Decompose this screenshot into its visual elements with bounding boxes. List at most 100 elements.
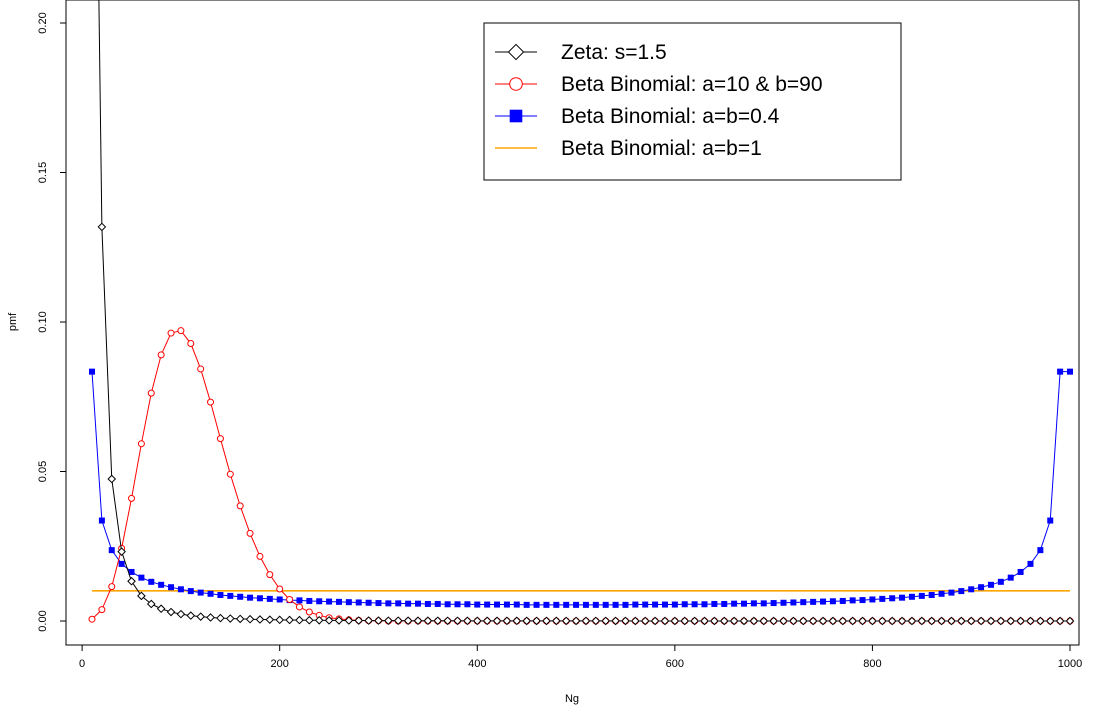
data-point bbox=[573, 601, 580, 608]
data-point bbox=[563, 601, 570, 608]
data-point bbox=[147, 389, 155, 397]
data-point bbox=[1027, 560, 1034, 567]
data-point bbox=[97, 222, 107, 232]
data-point bbox=[295, 615, 304, 625]
y-tick-label: 0.00 bbox=[37, 610, 49, 631]
data-point bbox=[245, 614, 255, 624]
data-point bbox=[1017, 568, 1024, 575]
data-point bbox=[335, 598, 342, 605]
data-point bbox=[374, 616, 383, 625]
data-point bbox=[928, 591, 935, 598]
data-point bbox=[474, 601, 481, 608]
data-point bbox=[393, 616, 403, 625]
x-tick-label: 800 bbox=[863, 658, 881, 670]
data-point bbox=[948, 589, 955, 596]
data-point bbox=[306, 597, 313, 604]
data-point bbox=[976, 616, 986, 626]
data-point bbox=[729, 616, 739, 626]
data-point bbox=[631, 616, 640, 626]
y-tick-label: 0.20 bbox=[37, 12, 49, 33]
data-point bbox=[533, 601, 540, 608]
data-point bbox=[978, 584, 985, 591]
data-point bbox=[227, 592, 234, 599]
data-point bbox=[167, 329, 175, 337]
data-point bbox=[275, 615, 285, 625]
y-axis: 0.00 0.05 0.10 0.15 0.20 bbox=[37, 12, 67, 632]
data-point bbox=[305, 615, 314, 625]
data-point bbox=[543, 601, 550, 608]
data-point bbox=[196, 612, 205, 621]
series-line bbox=[91, 371, 1070, 606]
data-point bbox=[403, 616, 413, 626]
data-point bbox=[345, 599, 352, 606]
data-point bbox=[168, 584, 175, 591]
data-point bbox=[127, 576, 136, 586]
data-point bbox=[938, 590, 945, 597]
data-point bbox=[197, 365, 205, 373]
data-point bbox=[395, 600, 402, 607]
data-point bbox=[838, 616, 848, 626]
data-point bbox=[484, 601, 491, 608]
data-point bbox=[877, 616, 887, 626]
data-point bbox=[137, 591, 146, 601]
data-point bbox=[1037, 547, 1044, 554]
data-point bbox=[454, 601, 461, 608]
data-point bbox=[255, 615, 265, 624]
data-point bbox=[384, 616, 393, 625]
y-tick-label: 0.10 bbox=[37, 311, 49, 332]
legend-marker bbox=[509, 77, 523, 91]
data-point bbox=[503, 601, 510, 608]
data-point bbox=[869, 596, 876, 603]
data-point bbox=[197, 589, 204, 596]
data-point bbox=[1055, 616, 1065, 626]
data-point bbox=[927, 616, 937, 626]
y-tick-label: 0.05 bbox=[37, 461, 49, 482]
data-point bbox=[632, 601, 639, 608]
data-point bbox=[433, 616, 443, 626]
data-point bbox=[326, 598, 333, 605]
data-point bbox=[453, 616, 462, 626]
data-point bbox=[187, 588, 194, 595]
data-point bbox=[522, 616, 531, 626]
series-layer bbox=[88, 0, 1075, 626]
data-point bbox=[265, 615, 275, 624]
data-point bbox=[226, 470, 234, 478]
data-point bbox=[947, 616, 956, 626]
data-point bbox=[602, 601, 609, 608]
data-point bbox=[1067, 368, 1073, 375]
legend: Zeta: s=1.5 Beta Binomial: a=10 & b=90 Bet… bbox=[483, 22, 902, 181]
data-point bbox=[494, 601, 501, 608]
data-point bbox=[324, 616, 334, 625]
data-point bbox=[553, 601, 560, 608]
data-point bbox=[107, 474, 117, 484]
data-point bbox=[731, 600, 738, 607]
data-point bbox=[276, 596, 283, 603]
data-point bbox=[423, 616, 433, 626]
data-point bbox=[790, 599, 797, 606]
data-point bbox=[296, 597, 303, 604]
data-point bbox=[276, 585, 284, 593]
data-point bbox=[582, 601, 589, 608]
data-point bbox=[1007, 574, 1014, 581]
data-point bbox=[551, 616, 561, 626]
data-point bbox=[897, 616, 907, 626]
data-point bbox=[295, 603, 303, 611]
x-tick-label: 400 bbox=[468, 658, 486, 670]
data-point bbox=[177, 327, 185, 335]
data-point bbox=[561, 616, 571, 626]
x-axis-title: Ng bbox=[565, 693, 579, 705]
data-point bbox=[1016, 616, 1025, 626]
data-point bbox=[286, 595, 294, 603]
data-point bbox=[266, 571, 274, 579]
legend-label: Beta Binomial: a=b=0.4 bbox=[561, 105, 780, 128]
data-point bbox=[237, 593, 244, 600]
data-point bbox=[365, 599, 372, 606]
data-point bbox=[966, 616, 976, 626]
data-point bbox=[611, 616, 620, 626]
data-point bbox=[889, 595, 896, 602]
data-point bbox=[849, 597, 856, 604]
data-point bbox=[157, 351, 165, 359]
data-point bbox=[305, 608, 313, 616]
data-point bbox=[968, 586, 975, 593]
data-point bbox=[444, 601, 451, 608]
